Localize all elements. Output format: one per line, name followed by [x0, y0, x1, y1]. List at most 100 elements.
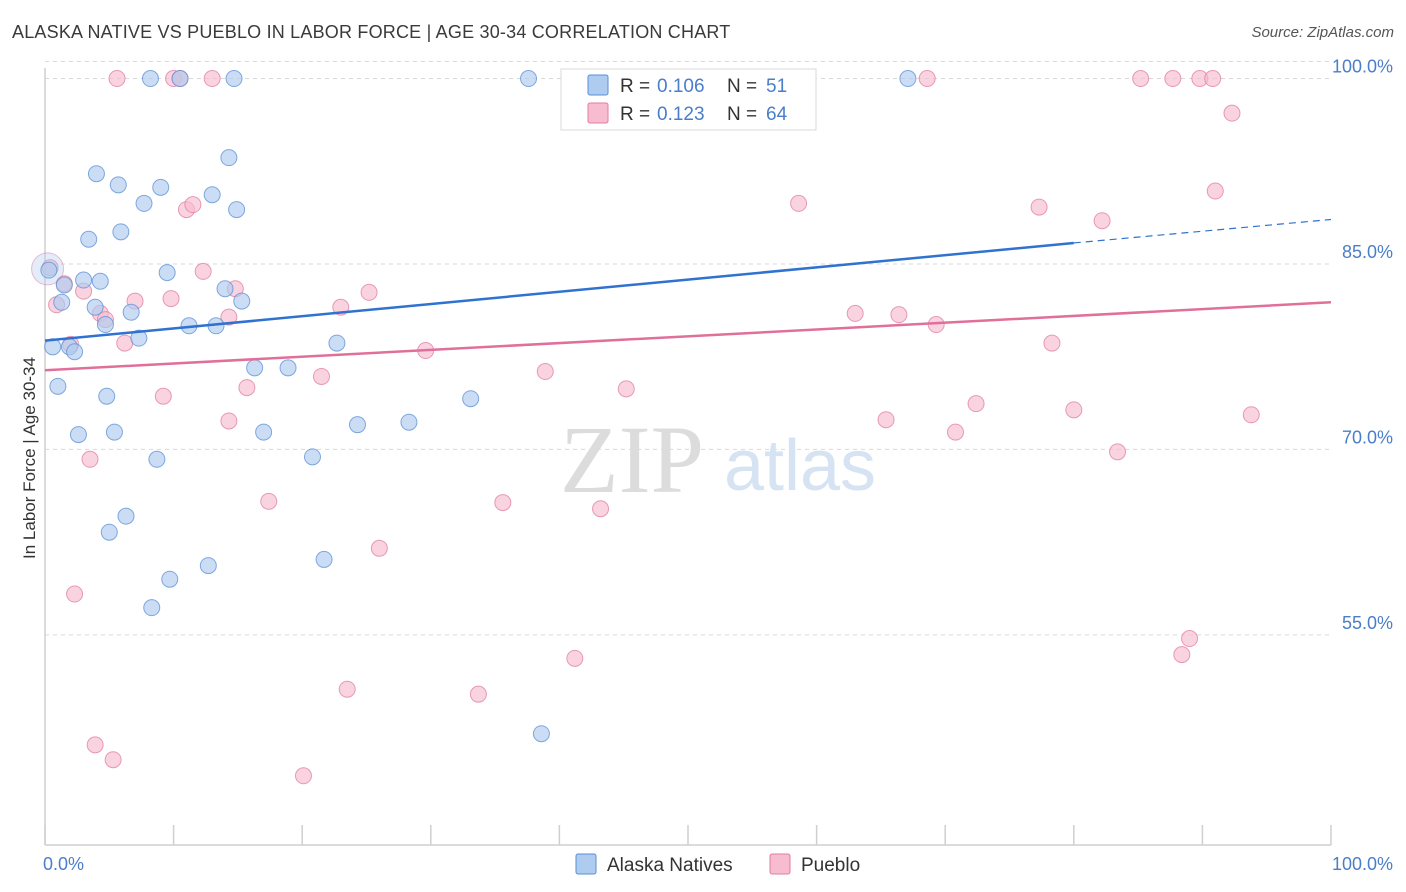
pueblo-point [81, 450, 99, 468]
alaska-natives-point [55, 276, 73, 294]
watermark: ZIP atlas [560, 406, 876, 513]
alaska-natives-point [105, 423, 123, 441]
pueblo-point [469, 685, 487, 703]
watermark-zip: ZIP [560, 406, 704, 513]
pueblo-point [890, 306, 908, 324]
pueblo-point [1206, 182, 1224, 200]
pueblo-point [220, 412, 238, 430]
y-tick-label: 70.0% [1342, 427, 1393, 447]
legend-r-value: 0.106 [657, 76, 705, 97]
alaska-natives-point [143, 599, 161, 617]
pueblo-point [617, 380, 635, 398]
pueblo-point [1223, 104, 1241, 122]
pueblo-point [967, 395, 985, 413]
pueblo-point [238, 379, 256, 397]
watermark-atlas: atlas [724, 426, 876, 506]
alaska-natives-trendline [44, 241, 1074, 342]
alaska-natives-point [69, 426, 87, 444]
alaska-natives-point [220, 149, 238, 167]
pueblo-point [536, 363, 554, 381]
alaska-natives-point [148, 450, 166, 468]
alaska-natives-point [400, 413, 418, 431]
pueblo-point [194, 262, 212, 280]
legend-pueblo-label: Pueblo [801, 855, 860, 876]
alaska-natives-point [86, 298, 104, 316]
alaska-natives-point [122, 303, 140, 321]
alaska-natives-point [462, 390, 480, 408]
pueblo-point [154, 387, 172, 405]
pueblo-point [790, 194, 808, 212]
pueblo-point [1043, 334, 1061, 352]
alaska-natives-point [328, 334, 346, 352]
alaska-natives-point [228, 201, 246, 219]
y-tick-label: 100.0% [1332, 57, 1393, 77]
alaska-natives-point [53, 293, 71, 311]
alaska-natives-point [348, 416, 366, 434]
alaska-natives-point [80, 230, 98, 248]
legend-box: R = 0.106 N = 51 R = 0.123 N = 64 [560, 68, 817, 131]
pueblo-point [566, 649, 584, 667]
legend-r-label: R = [620, 104, 650, 125]
alaska-natives-trend-extension [1073, 218, 1332, 244]
alaska-natives-point [91, 272, 109, 290]
alaska-natives-point [279, 359, 297, 377]
pueblo-point [108, 70, 126, 88]
alaska-natives-point [303, 448, 321, 466]
pueblo-point [260, 492, 278, 510]
trend-layer [44, 218, 1332, 372]
alaska-natives-point [225, 70, 243, 88]
pueblo-point [1242, 406, 1260, 424]
legend-swatch [587, 74, 609, 96]
pueblo-point [877, 411, 895, 429]
axes-layer: 55.0% 70.0% 85.0% 100.0% 0.0% 100.0% [43, 57, 1393, 874]
pueblo-point [1093, 212, 1111, 230]
y-tick-label: 55.0% [1342, 613, 1393, 633]
pueblo-point [846, 304, 864, 322]
pueblo-point [360, 283, 378, 301]
grid-layer [45, 61, 1331, 636]
alaska-natives-point [100, 523, 118, 541]
alaska-natives-point [161, 570, 179, 588]
pueblo-trendline [44, 301, 1332, 372]
legend-pueblo-swatch [769, 853, 791, 875]
alaska-natives-point [233, 292, 251, 310]
pueblo-point [203, 70, 221, 88]
pueblo-point [338, 680, 356, 698]
legend-n-value: 64 [766, 104, 788, 125]
alaska-natives-point [98, 387, 116, 405]
alaska-natives-point [171, 70, 189, 88]
legend-alaska-natives-swatch [575, 853, 597, 875]
alaska-natives-point [112, 223, 130, 241]
alaska-natives-point [152, 178, 170, 196]
legend-n-label: N = [727, 104, 757, 125]
legend-r-label: R = [620, 76, 650, 97]
alaska-natives-point [66, 343, 84, 361]
legend-n-value: 51 [766, 76, 787, 97]
pueblo-point [1030, 198, 1048, 216]
alaska-natives-point [532, 725, 550, 743]
pueblo-point [592, 500, 610, 518]
alaska-natives-point [87, 165, 105, 183]
alaska-natives-point [117, 507, 135, 525]
alaska-natives-point [520, 70, 538, 88]
pueblo-point [312, 367, 330, 385]
pueblo-point [946, 423, 964, 441]
pueblo-point [1181, 630, 1199, 648]
alaska-natives-point [96, 316, 114, 334]
alaska-natives-point [255, 423, 273, 441]
alaska-natives-point [75, 271, 93, 289]
pueblo-point [66, 585, 84, 603]
pueblo-point [1164, 70, 1182, 88]
alaska-natives-point [109, 176, 127, 194]
legend-r-value: 0.123 [657, 104, 705, 125]
pueblo-point [184, 196, 202, 214]
source-label: Source: ZipAtlas.com [1251, 24, 1394, 41]
alaska-natives-point [246, 359, 264, 377]
bottom-legend: Alaska Natives Pueblo [575, 853, 860, 876]
pueblo-point [1204, 70, 1222, 88]
alaska-natives-points [40, 70, 917, 743]
pueblo-point [116, 334, 134, 352]
alaska-natives-point [899, 70, 917, 88]
alaska-natives-point [130, 329, 148, 347]
